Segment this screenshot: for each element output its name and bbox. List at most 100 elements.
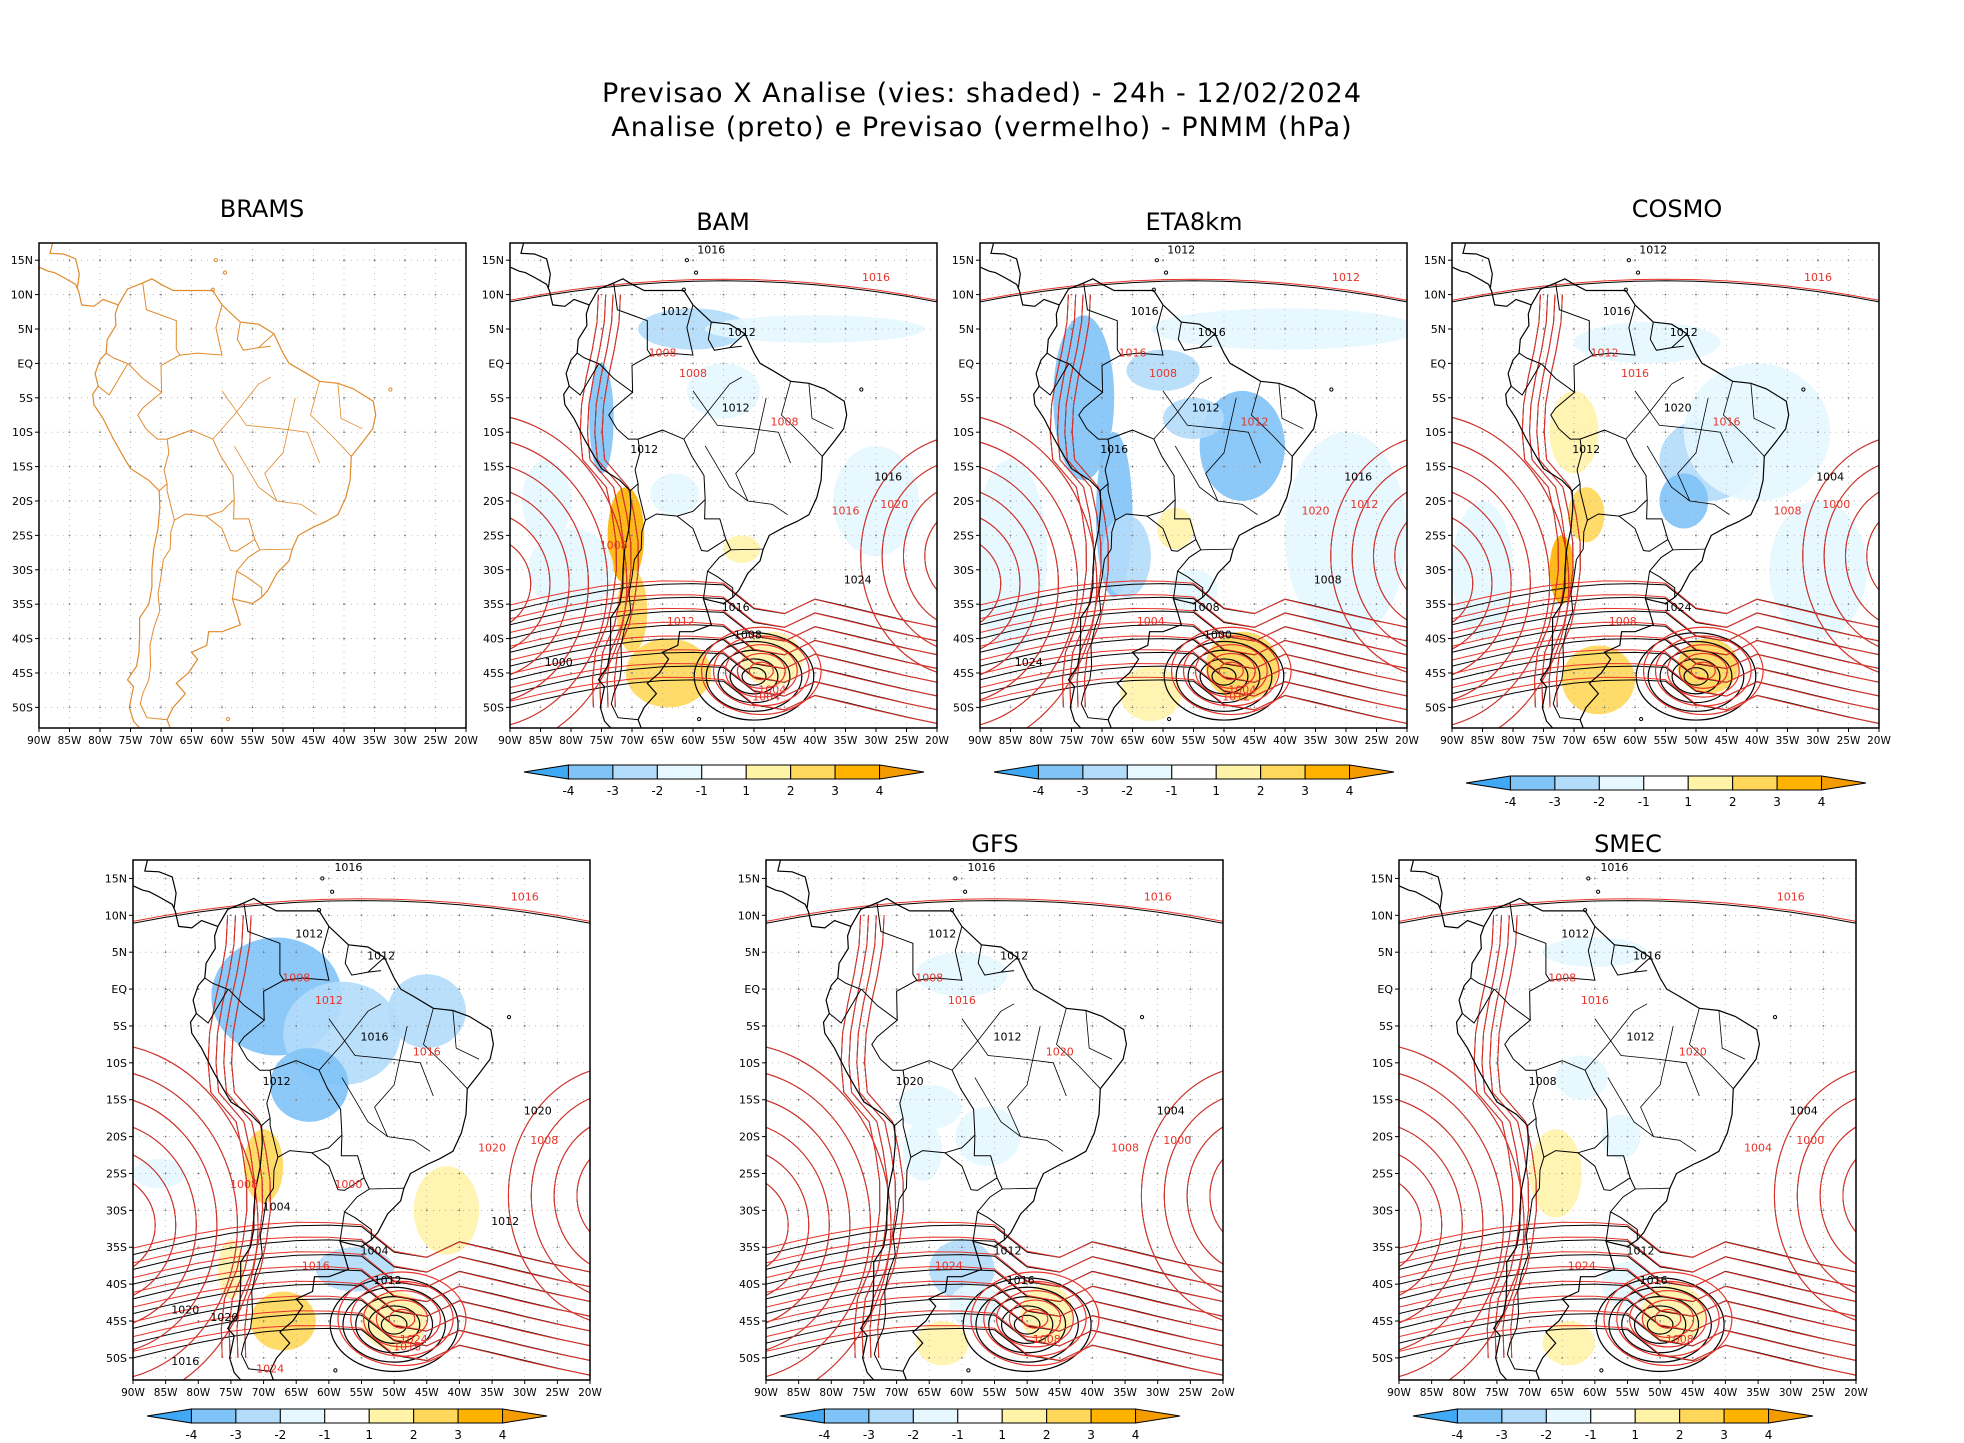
analysis-isobar bbox=[133, 1298, 590, 1347]
colorbar-tick-label: -1 bbox=[1585, 1428, 1597, 1442]
country-border bbox=[1461, 989, 1495, 1024]
grid-point bbox=[221, 500, 223, 502]
lon-label: 45W bbox=[773, 735, 797, 747]
lon-label: 30W bbox=[1334, 735, 1358, 747]
grid-point bbox=[343, 568, 345, 571]
lat-label: 5N bbox=[489, 323, 504, 336]
grid-point bbox=[343, 293, 345, 296]
forecast-pacific-isobar bbox=[133, 1126, 197, 1324]
grid-point bbox=[928, 1172, 931, 1175]
bias-shading bbox=[723, 535, 761, 563]
island bbox=[859, 387, 864, 392]
isobar-label: 1012 bbox=[1000, 950, 1028, 963]
country-border bbox=[1618, 499, 1669, 552]
grid-point bbox=[425, 914, 428, 917]
lat-label: 40S bbox=[12, 633, 33, 646]
grid-point bbox=[814, 568, 816, 571]
grid-point bbox=[1223, 328, 1225, 330]
isobar-label: 1016 bbox=[1198, 326, 1226, 339]
lon-label: 30W bbox=[864, 735, 888, 747]
lat-label: 35S bbox=[1372, 1241, 1393, 1254]
grid-point bbox=[1542, 500, 1545, 502]
isobar-label: 1008 bbox=[1033, 1333, 1061, 1346]
lon-label: 45W bbox=[1048, 1387, 1072, 1399]
grid-point bbox=[1593, 1098, 1596, 1101]
isobar-label: 1012 bbox=[263, 1075, 291, 1088]
island bbox=[1554, 855, 1557, 858]
grid-point bbox=[797, 1356, 800, 1359]
lat-label: 25S bbox=[12, 529, 33, 542]
forecast-pacific-isobar bbox=[1452, 491, 1512, 676]
grid-point bbox=[631, 465, 633, 468]
analysis-atlantic-isobar bbox=[1842, 1158, 1856, 1233]
grid-point bbox=[1786, 328, 1789, 330]
grid-point bbox=[129, 500, 132, 502]
grid-point bbox=[190, 259, 193, 262]
state-border bbox=[1153, 376, 1212, 440]
grid-point bbox=[1695, 465, 1697, 468]
grid-point bbox=[1512, 465, 1514, 468]
isobar-label: 1016 bbox=[1804, 271, 1832, 284]
caribbean-coast bbox=[144, 860, 177, 908]
grid-point bbox=[1634, 396, 1636, 399]
bias-shading bbox=[1555, 1055, 1608, 1100]
grid-point bbox=[1528, 1356, 1531, 1359]
isobar-label: 1008 bbox=[1529, 1075, 1557, 1088]
grid-point bbox=[393, 1283, 396, 1286]
colorbar-segment bbox=[1456, 1408, 1503, 1424]
colorbar-segment bbox=[1687, 775, 1734, 791]
forecast-atlantic-isobar bbox=[1394, 521, 1407, 591]
grid-point bbox=[523, 1025, 526, 1027]
grid-point bbox=[373, 568, 376, 571]
lat-label: 30S bbox=[739, 1204, 760, 1217]
grid-point bbox=[1463, 1209, 1466, 1212]
forecast-pacific-isobar bbox=[1399, 1154, 1443, 1296]
grid-point bbox=[1725, 431, 1728, 434]
isobar-label: 1008 bbox=[1548, 972, 1576, 985]
grid-point bbox=[556, 1098, 559, 1101]
colorbar-segment bbox=[912, 1408, 959, 1424]
forecast-low-isobar bbox=[1628, 1290, 1707, 1348]
lon-label: 60W bbox=[210, 735, 234, 747]
grid-point bbox=[458, 1025, 461, 1027]
colorbar-segment bbox=[1590, 1408, 1636, 1424]
grid-point bbox=[1124, 1356, 1126, 1359]
isobar-label: 1024 bbox=[400, 1333, 428, 1346]
grid-point bbox=[661, 568, 664, 571]
grid-point bbox=[458, 1283, 461, 1286]
lat-label: 45S bbox=[953, 667, 974, 680]
grid-point bbox=[1040, 672, 1042, 674]
grid-point bbox=[844, 396, 847, 399]
island bbox=[506, 1015, 512, 1020]
isobar-label: 1004 bbox=[1790, 1104, 1818, 1117]
lon-label: 65W bbox=[284, 1387, 308, 1399]
coastline bbox=[1505, 278, 1790, 728]
grid-point bbox=[1162, 465, 1164, 468]
grid-point bbox=[1528, 1246, 1531, 1249]
lon-label: 2oW bbox=[1211, 1387, 1235, 1399]
forecast-andes-isobar bbox=[1543, 294, 1581, 708]
grid-point bbox=[1124, 1246, 1126, 1249]
bias-shading bbox=[896, 1084, 962, 1130]
grid-point bbox=[1223, 396, 1225, 399]
forecast-isobar bbox=[1452, 676, 1879, 724]
island bbox=[320, 876, 325, 881]
grid-point bbox=[1724, 1246, 1727, 1249]
grid-point bbox=[491, 1283, 493, 1286]
grid-point bbox=[164, 1025, 167, 1027]
bias-shading bbox=[1601, 1114, 1641, 1159]
grid-point bbox=[1561, 1356, 1564, 1359]
grid-point bbox=[164, 951, 167, 954]
country-border bbox=[706, 539, 734, 598]
lat-label: 25S bbox=[1372, 1167, 1393, 1180]
grid-point bbox=[1192, 465, 1195, 468]
lon-label: 55W bbox=[983, 1387, 1007, 1399]
forecast-low-isobar bbox=[736, 652, 786, 689]
forecast-isobar bbox=[133, 1251, 590, 1302]
grid-point bbox=[1528, 1320, 1531, 1322]
state-border bbox=[1672, 548, 1706, 551]
grid-point bbox=[1634, 706, 1636, 709]
colorbar-segment bbox=[823, 1408, 870, 1424]
country-border bbox=[339, 1211, 345, 1242]
grid-point bbox=[1756, 396, 1758, 399]
